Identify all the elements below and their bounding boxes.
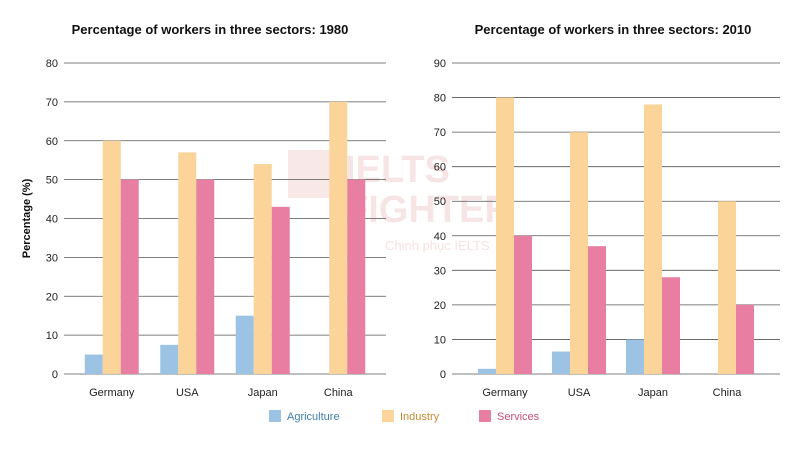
- bar-agriculture-germany: [84, 354, 103, 374]
- y-tick-label: 40: [434, 231, 446, 243]
- bar-services-germany: [514, 235, 532, 374]
- watermark-subtitle: Chinh phục IELTS: [385, 238, 490, 253]
- legend-swatch-services: [479, 410, 491, 422]
- y-tick-label: 20: [46, 291, 58, 303]
- bar-industry-germany: [102, 140, 121, 374]
- legend: Agriculture Industry Services: [269, 410, 540, 423]
- watermark-logo: IELTS FIGHTER Chinh phục IELTS: [288, 149, 512, 253]
- bar-agriculture-japan: [235, 315, 254, 374]
- bar-industry-germany: [496, 97, 514, 375]
- bar-industry-china: [718, 201, 736, 374]
- bar-industry-japan: [644, 104, 662, 374]
- y-tick-label: 30: [434, 265, 446, 277]
- legend-label-services: Services: [497, 411, 540, 423]
- y-tick-label: 0: [52, 369, 58, 381]
- y-tick-label: 60: [46, 136, 58, 148]
- y-tick-label: 70: [434, 127, 446, 139]
- y-axis-label: Percentage (%): [21, 178, 33, 258]
- watermark-line-2: FIGHTER: [345, 189, 512, 231]
- x-category-label: China: [713, 387, 743, 399]
- bar-industry-usa: [570, 132, 588, 374]
- x-category-label: USA: [568, 387, 591, 399]
- y-tick-label: 40: [46, 214, 58, 226]
- bar-services-usa: [196, 179, 215, 374]
- y-tick-label: 70: [46, 97, 58, 109]
- chart-title: Percentage of workers in three sectors: …: [475, 22, 752, 37]
- bar-services-china: [736, 304, 754, 374]
- y-tick-label: 30: [46, 252, 58, 264]
- bar-industry-japan: [253, 164, 272, 374]
- y-tick-label: 10: [434, 334, 446, 346]
- y-tick-label: 0: [440, 369, 446, 381]
- chart-title: Percentage of workers in three sectors: …: [72, 22, 349, 37]
- legend-swatch-industry: [382, 410, 394, 422]
- y-tick-label: 10: [46, 330, 58, 342]
- legend-label-industry: Industry: [400, 411, 440, 423]
- y-tick-label: 80: [434, 93, 446, 105]
- x-category-label: China: [324, 387, 354, 399]
- watermark-shield: [288, 150, 334, 198]
- bar-services-china: [347, 179, 366, 374]
- bar-agriculture-usa: [552, 351, 570, 374]
- bar-agriculture-usa: [160, 344, 179, 374]
- x-category-label: USA: [176, 387, 199, 399]
- chart-2010: Percentage of workers in three sectors: …: [434, 22, 780, 399]
- chart-1980: Percentage of workers in three sectors: …: [21, 22, 386, 399]
- y-tick-label: 50: [434, 196, 446, 208]
- bar-agriculture-germany: [478, 368, 496, 374]
- legend-label-agriculture: Agriculture: [287, 411, 340, 423]
- x-category-label: Germany: [89, 387, 135, 399]
- bar-services-germany: [120, 179, 139, 374]
- bar-services-japan: [662, 277, 680, 374]
- bar-industry-usa: [178, 152, 197, 374]
- bar-agriculture-japan: [626, 339, 644, 374]
- bar-services-usa: [588, 246, 606, 374]
- y-tick-label: 90: [434, 58, 446, 70]
- y-tick-label: 20: [434, 300, 446, 312]
- y-tick-label: 80: [46, 58, 58, 70]
- bar-industry-china: [329, 101, 348, 374]
- bar-services-japan: [271, 206, 290, 374]
- x-category-label: Japan: [638, 387, 668, 399]
- y-tick-label: 50: [46, 175, 58, 187]
- x-category-label: Japan: [248, 387, 278, 399]
- y-tick-label: 60: [434, 162, 446, 174]
- x-category-label: Germany: [482, 387, 528, 399]
- legend-swatch-agriculture: [269, 410, 281, 422]
